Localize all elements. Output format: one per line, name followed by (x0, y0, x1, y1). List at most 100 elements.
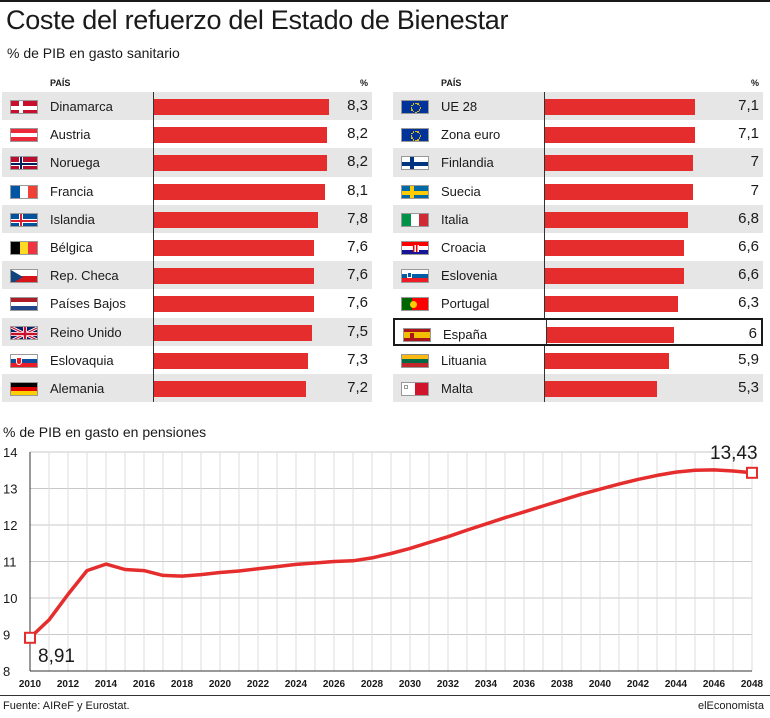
page-title: Coste del refuerzo del Estado de Bienest… (6, 5, 509, 35)
bar (545, 380, 657, 397)
bar-row: Lituania 5,9 (393, 345, 763, 374)
bar-axis-line (544, 120, 545, 149)
bar-row: Zona euro 7,1 (393, 120, 763, 149)
bar (154, 352, 308, 369)
bar-row: Reino Unido 7,5 (2, 317, 372, 346)
x-tick-label: 2046 (703, 679, 726, 690)
bar (154, 183, 325, 200)
country-label: Croacia (441, 239, 486, 255)
x-tick-label: 2028 (361, 679, 384, 690)
country-label: Alemania (50, 380, 105, 396)
bar (547, 326, 674, 343)
bar-axis-line (153, 232, 154, 262)
bar-value-label: 8,2 (347, 153, 368, 171)
bar (154, 268, 315, 285)
bar (154, 211, 319, 228)
x-tick-label: 2044 (665, 679, 688, 690)
flag-uk-icon (10, 325, 38, 340)
bar-axis-line (153, 120, 154, 149)
country-label: Suecia (441, 183, 481, 199)
bar-row: Portugal 6,3 (393, 289, 763, 318)
flag-croatia-icon (401, 240, 429, 255)
top-rule (0, 0, 770, 2)
bar (545, 352, 670, 369)
y-tick-label: 9 (3, 628, 10, 643)
footer-rule (0, 695, 770, 696)
line-chart-title: % de PIB en gasto en pensiones (3, 424, 207, 440)
flag-spain-icon (403, 327, 431, 342)
x-tick-label: 2018 (171, 679, 194, 690)
bar-value-label: 7 (750, 153, 759, 171)
country-label: Noruega (50, 155, 100, 171)
x-tick-label: 2024 (285, 679, 308, 690)
bar-row: Italia 6,8 (393, 204, 763, 233)
bar (545, 155, 693, 172)
bar (154, 99, 329, 115)
bar-axis-line (153, 204, 154, 233)
bar-value-label: 6,6 (738, 237, 759, 255)
country-label: Lituania (441, 352, 487, 368)
pension-line-chart: 8 9 10 11 12 13 14 2010 2012 2014 2016 2018 2020 2022… (3, 443, 764, 690)
bar-value-label: 6 (748, 324, 757, 342)
bar (545, 268, 685, 285)
bar-row: Eslovenia 6,6 (393, 261, 763, 290)
bar-value-label: 7,6 (347, 237, 368, 255)
bar-value-label: 7 (750, 181, 759, 199)
flag-malta-icon (401, 381, 429, 396)
bar (154, 324, 313, 341)
bar-row: Eslovaquia 7,3 (2, 345, 372, 374)
country-label: Portugal (441, 296, 490, 312)
bar-row: Croacia 6,6 (393, 232, 763, 262)
bar (545, 239, 685, 256)
y-tick-label: 12 (3, 518, 17, 533)
bar-value-label: 5,3 (738, 378, 759, 396)
bar (154, 127, 327, 144)
flag-slovenia-icon (401, 269, 429, 284)
bar-axis-line (544, 261, 545, 290)
bar-axis-line (544, 204, 545, 233)
x-tick-label: 2040 (589, 679, 612, 690)
column-percent-header: % (359, 78, 368, 88)
country-label: Austria (50, 127, 91, 143)
country-label: Reino Unido (50, 324, 122, 340)
flag-austria-icon (10, 128, 38, 143)
column-country-header: PAÍS (441, 78, 462, 88)
bar-row: UE 28 7,1 (393, 92, 763, 121)
bar-value-label: 7,1 (738, 97, 759, 114)
bar-axis-line (153, 317, 154, 346)
country-label: Francia (50, 183, 94, 199)
bar-value-label: 7,6 (347, 294, 368, 312)
x-tick-label: 2022 (247, 679, 270, 690)
bar-value-label: 7,8 (347, 209, 368, 227)
bar-row: Suecia 7 (393, 176, 763, 205)
bar-row: Noruega 8,2 (2, 148, 372, 177)
bar-axis-line (544, 345, 545, 374)
bar (545, 99, 695, 115)
bar-row: Islandia 7,8 (2, 204, 372, 233)
bar-row: Finlandia 7 (393, 148, 763, 177)
bar-value-label: 7,5 (347, 322, 368, 340)
table-header: PAÍS % (2, 74, 372, 92)
x-tick-label: 2030 (399, 679, 422, 690)
bar-value-label: 8,2 (347, 125, 368, 143)
bar (545, 211, 689, 228)
country-label: Malta (441, 380, 473, 396)
bar (545, 183, 693, 200)
bar-value-label: 6,8 (738, 209, 759, 227)
bar (154, 239, 315, 256)
flag-norway-icon (10, 156, 38, 171)
x-tick-label: 2016 (133, 679, 156, 690)
country-label: Dinamarca (50, 99, 113, 114)
x-tick-label: 2010 (19, 679, 42, 690)
bar-axis-line (544, 373, 545, 403)
bar-axis-line (544, 176, 545, 205)
source-note: Fuente: AIReF y Eurostat. (3, 700, 130, 712)
flag-belgium-icon (10, 240, 38, 255)
country-label: Rep. Checa (50, 268, 119, 284)
country-label: Zona euro (441, 127, 501, 143)
bar-value-label: 8,3 (347, 97, 368, 114)
end-value-label: 13,43 (710, 443, 758, 464)
flag-finland-icon (401, 156, 429, 171)
bar-axis-line (153, 373, 154, 403)
bar (154, 380, 306, 397)
